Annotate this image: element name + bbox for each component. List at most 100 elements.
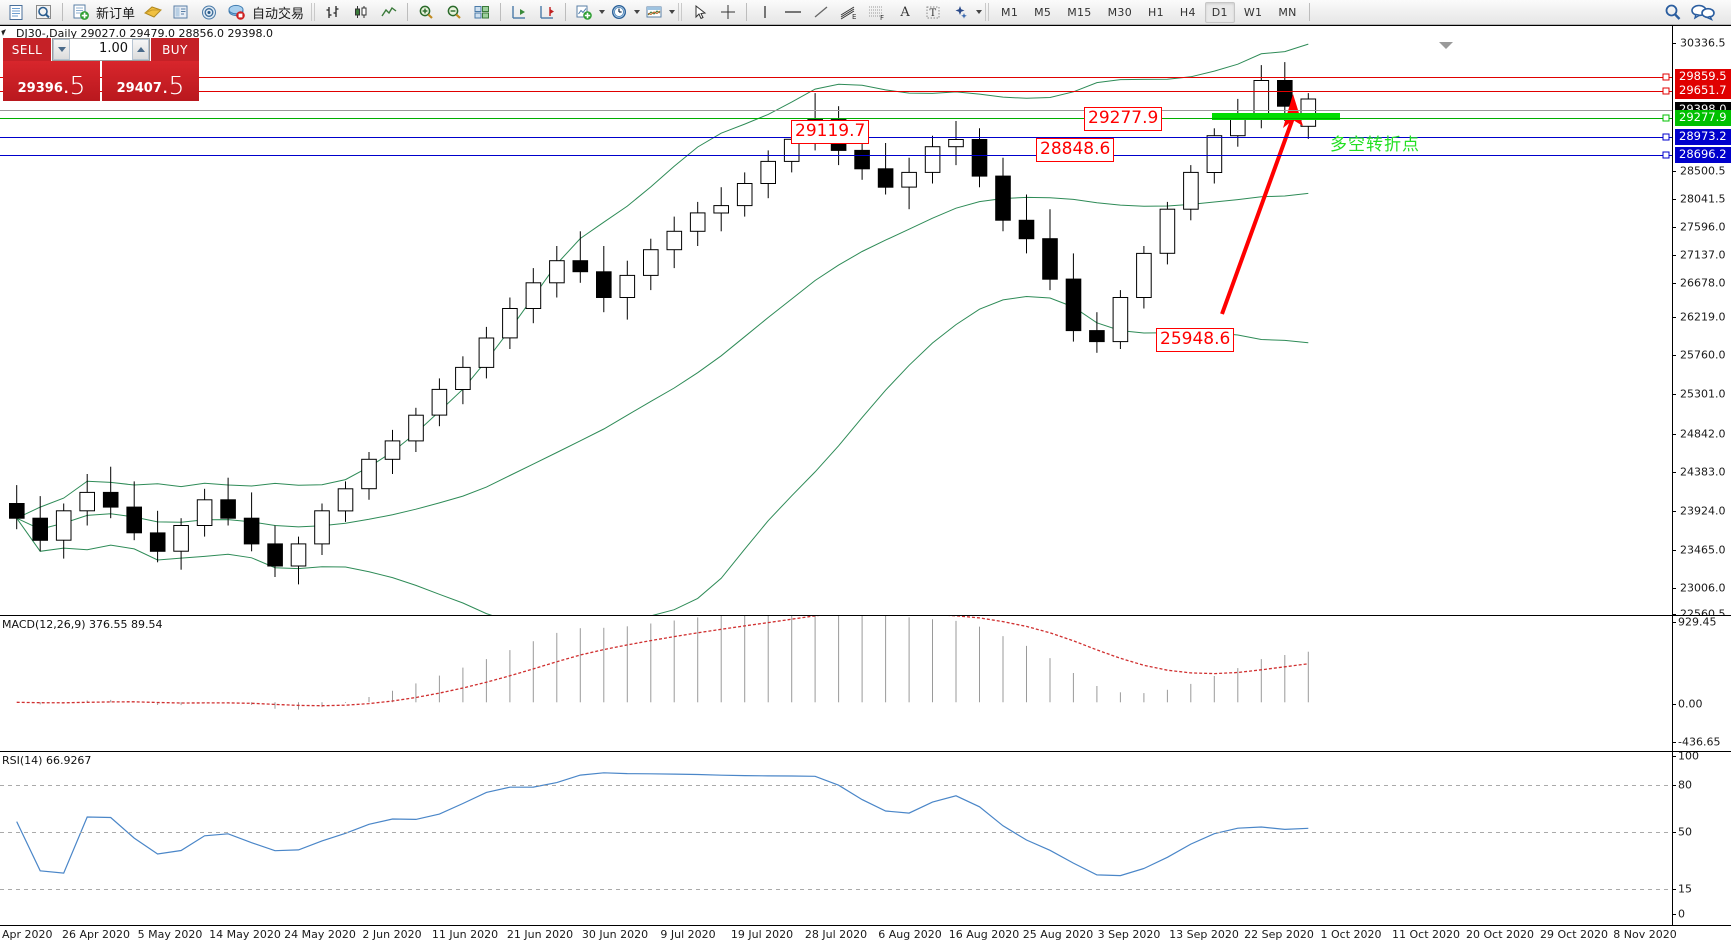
volume-increase-button[interactable] <box>132 39 149 60</box>
fibonacci-retracement-icon[interactable]: F <box>864 1 890 23</box>
zoom-in-icon[interactable] <box>413 1 439 23</box>
date-tick-label: 6 Aug 2020 <box>878 928 942 941</box>
candle <box>243 492 260 552</box>
price-level-label-level-blue[interactable]: 28973.2 <box>1675 129 1731 145</box>
timeframe-h1[interactable]: H1 <box>1148 5 1164 19</box>
price-level-label-resistance[interactable]: 29859.5 <box>1675 69 1731 85</box>
date-tick-label: 3 Sep 2020 <box>1097 928 1161 941</box>
bar-chart-icon[interactable] <box>320 1 346 23</box>
price-level-handle[interactable] <box>1662 73 1670 81</box>
shapes-dropdown-caret[interactable] <box>976 10 983 14</box>
price-level-line-resistance[interactable] <box>0 91 1672 92</box>
chart-shift-icon[interactable] <box>506 1 532 23</box>
candle <box>126 481 143 541</box>
vertical-line-icon[interactable] <box>752 1 778 23</box>
timeframe-m15[interactable]: M15 <box>1067 5 1092 19</box>
date-axis[interactable]: 6 Apr 2020 26 Apr 2020 5 May 2020 14 May 20… <box>0 925 1731 942</box>
navigator-icon[interactable] <box>168 1 194 23</box>
rsi-pane[interactable]: RSI(14) 66.9267 100 80 50 15 0 <box>0 751 1731 925</box>
price-level-handle[interactable] <box>1662 133 1670 141</box>
chart-search-icon[interactable] <box>31 1 57 23</box>
search-icon[interactable] <box>1660 1 1686 23</box>
chat-icon[interactable] <box>1688 1 1718 23</box>
chart-area[interactable]: DJ30-,Daily 29027.0 29479.0 28856.0 2939… <box>0 25 1731 942</box>
indicators-dropdown-caret[interactable] <box>599 10 606 14</box>
rsi-tick-mark <box>1672 785 1676 786</box>
price-plot[interactable] <box>0 26 1731 615</box>
buy-button[interactable]: BUY <box>151 38 199 61</box>
horizontal-line-icon[interactable] <box>780 1 806 23</box>
toolbar-grip-3[interactable] <box>985 3 991 21</box>
timeframe-w1[interactable]: W1 <box>1243 5 1263 19</box>
price-level-label-support-green[interactable]: 29277.9 <box>1675 110 1731 126</box>
metaeditor-icon[interactable] <box>140 1 166 23</box>
price-tag-29277[interactable]: 29277.9 <box>1084 107 1163 131</box>
one-click-trading-panel[interactable]: SELL 1.00 BUY 29396 . 5 29407 . 5 <box>3 38 199 101</box>
price-tag-28848[interactable]: 28848.6 <box>1036 138 1115 162</box>
indicators-icon[interactable] <box>571 1 597 23</box>
timeframe-mn[interactable]: MN <box>1278 5 1297 19</box>
buy-price[interactable]: 29407 . 5 <box>102 61 199 101</box>
date-tick-label: 14 May 2020 <box>209 928 281 941</box>
templates-icon[interactable] <box>641 1 667 23</box>
timeframe-h4[interactable]: H4 <box>1179 5 1196 19</box>
signals-icon[interactable] <box>196 1 222 23</box>
crosshair-icon[interactable] <box>715 1 741 23</box>
new-order-label[interactable]: 新订单 <box>96 6 136 22</box>
timeframe-group: M1 M5 M15 M30 H1 H4 D1 W1 MN <box>993 1 1305 23</box>
volume-input[interactable]: 1.00 <box>99 41 128 56</box>
text-label-icon[interactable]: T <box>920 1 946 23</box>
sell-price[interactable]: 29396 . 5 <box>3 61 100 101</box>
autotrading-icon[interactable] <box>224 1 250 23</box>
toolbar-right-group <box>1659 1 1729 23</box>
new-order-icon[interactable] <box>68 1 94 23</box>
chart-top-marker-icon <box>1439 42 1453 49</box>
toolbar-separator-2 <box>407 3 409 21</box>
macd-tick-label: 0.00 <box>1678 697 1703 711</box>
note-turning-point[interactable]: 多空转折点 <box>1330 135 1420 155</box>
period-dropdown-caret[interactable] <box>634 10 641 14</box>
new-chart-icon[interactable] <box>3 1 29 23</box>
price-level-line-last-price[interactable] <box>0 110 1672 111</box>
price-pane[interactable]: DJ30-,Daily 29027.0 29479.0 28856.0 2939… <box>0 25 1731 615</box>
price-level-label-level-blue[interactable]: 28696.2 <box>1675 147 1731 163</box>
price-tag-29119[interactable]: 29119.7 <box>791 120 870 144</box>
toolbar-grip-2[interactable] <box>678 3 684 21</box>
volume-stepper[interactable]: 1.00 <box>52 38 150 61</box>
text-icon[interactable]: A <box>900 4 910 20</box>
trendline-icon[interactable] <box>808 1 834 23</box>
price-level-line-level-blue[interactable] <box>0 155 1672 156</box>
autotrading-label[interactable]: 自动交易 <box>252 6 305 22</box>
price-level-label-resistance[interactable]: 29651.7 <box>1675 83 1731 99</box>
auto-scroll-icon[interactable] <box>534 1 560 23</box>
price-tag-25948[interactable]: 25948.6 <box>1156 328 1235 352</box>
period-clock-icon[interactable] <box>606 1 632 23</box>
rsi-plot[interactable] <box>0 752 1731 925</box>
tile-windows-icon[interactable] <box>469 1 495 23</box>
price-level-line-support-green[interactable] <box>0 118 1672 119</box>
candlestick-chart-icon[interactable] <box>348 1 374 23</box>
sell-button[interactable]: SELL <box>3 38 51 61</box>
timeframe-m30[interactable]: M30 <box>1107 5 1132 19</box>
cursor-icon[interactable] <box>687 1 713 23</box>
timeframe-d1[interactable]: D1 <box>1204 1 1235 23</box>
templates-dropdown-caret[interactable] <box>669 10 676 14</box>
price-level-handle[interactable] <box>1662 114 1670 122</box>
price-level-handle[interactable] <box>1662 151 1670 159</box>
shapes-icon[interactable] <box>948 1 974 23</box>
zoom-out-icon[interactable] <box>441 1 467 23</box>
support-zone-highlight[interactable] <box>1212 113 1340 120</box>
timeframe-m5[interactable]: M5 <box>1034 5 1052 19</box>
price-level-line-resistance[interactable] <box>0 77 1672 78</box>
toolbar-grip[interactable] <box>311 3 317 21</box>
line-chart-icon[interactable] <box>376 1 402 23</box>
macd-plot[interactable] <box>0 616 1731 751</box>
equidistant-channel-icon[interactable]: E <box>836 1 862 23</box>
price-tick-mark <box>1672 255 1676 256</box>
macd-pane[interactable]: MACD(12,26,9) 376.55 89.54 929.45 0.00 -43… <box>0 615 1731 751</box>
macd-series <box>16 616 1309 710</box>
timeframe-m1[interactable]: M1 <box>1001 5 1019 19</box>
volume-decrease-button[interactable] <box>53 39 70 60</box>
date-tick-label: 24 May 2020 <box>284 928 356 941</box>
price-level-handle[interactable] <box>1662 87 1670 95</box>
